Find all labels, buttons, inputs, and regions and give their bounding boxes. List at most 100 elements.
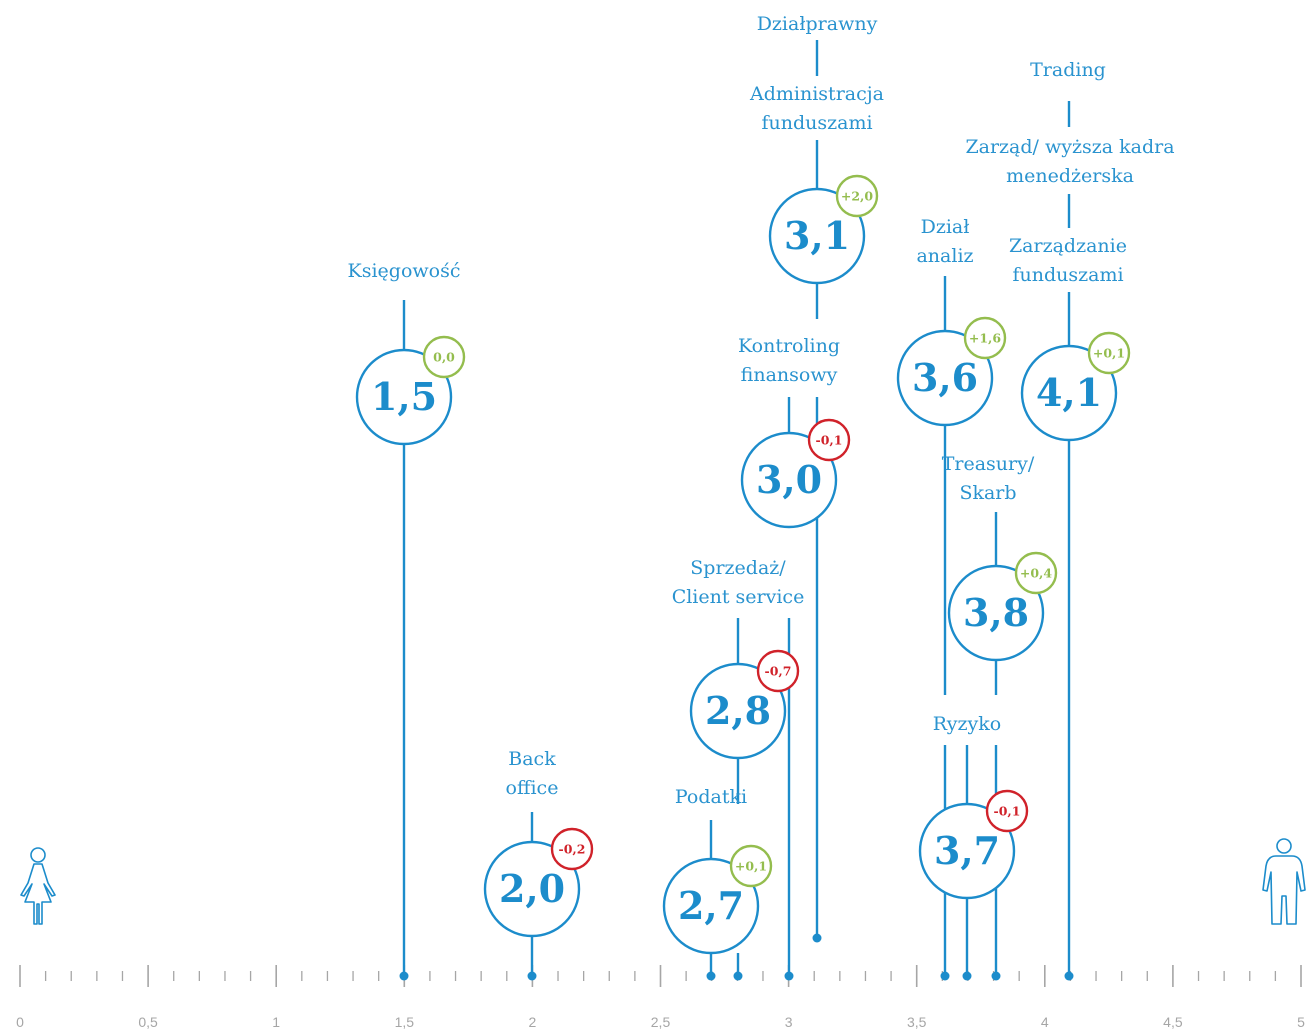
axis-dot: [1064, 971, 1074, 981]
change-badge: [756, 649, 800, 693]
category-label-line: Sprzedaż/: [690, 557, 786, 579]
category-label-line: Client service: [672, 586, 805, 608]
change-label: +1,6: [969, 331, 1002, 346]
category-label-line: funduszami: [1012, 264, 1123, 286]
x-tick-label: 1: [272, 1014, 280, 1030]
axis-dot: [399, 971, 409, 981]
category-label: Kontroling finansowy: [738, 335, 840, 386]
category-label-line: Skarb: [959, 482, 1016, 504]
change-label: 0,0: [433, 350, 455, 365]
change-badge: [550, 827, 594, 871]
bubble-value-label: 3,7: [934, 828, 1000, 873]
change-badge: [963, 316, 1007, 360]
change-badge: [985, 789, 1029, 833]
category-label: Trading: [1030, 59, 1106, 81]
x-axis: 0 0,5 1 1,5 2 2,5 3 3,5 4 4,5 5: [16, 965, 1305, 1030]
change-badge: [1014, 551, 1058, 595]
value-bubble: 1,5 0,0: [355, 335, 466, 446]
x-tick-label: 2,5: [651, 1014, 671, 1030]
category-label-line: office: [506, 777, 559, 799]
x-tick-label: 4: [1041, 1014, 1049, 1030]
value-bubble: 2,7 +0,1: [662, 844, 773, 955]
category-label: Treasury/Skarb: [942, 453, 1035, 504]
category-label-line: finansowy: [741, 364, 838, 386]
bubble-value-label: 1,5: [371, 374, 437, 419]
bubble-circle: [662, 857, 760, 955]
bubble-circle: [740, 431, 838, 529]
x-tick-label: 5: [1297, 1014, 1305, 1030]
change-label: -0,1: [816, 433, 843, 448]
change-label: -0,7: [765, 664, 792, 679]
axis-dots: [399, 933, 1074, 981]
category-label-line: Zarządzanie: [1009, 235, 1127, 257]
change-badge: [729, 844, 773, 888]
category-label-line: Trading: [1030, 59, 1106, 81]
bubble-value-label: 3,6: [912, 355, 978, 400]
x-tick-label: 2: [529, 1014, 537, 1030]
bubble-circle: [947, 564, 1045, 662]
axis-dot: [784, 971, 794, 981]
figure-icons: [20, 838, 1306, 925]
change-label: -0,1: [994, 804, 1021, 819]
bubble-circle: [918, 802, 1016, 900]
bubble-circle: [689, 662, 787, 760]
category-label-line: Zarząd/ wyższa kadra: [965, 136, 1174, 158]
value-bubble: 3,8 +0,4: [947, 551, 1058, 662]
value-bubble: 2,8 -0,7: [689, 649, 800, 760]
bubble-value-label: 4,1: [1036, 370, 1102, 415]
value-bubble: 2,0 -0,2: [483, 827, 594, 938]
bubble-circle: [896, 329, 994, 427]
category-label-line: Kontroling: [738, 335, 840, 357]
bubble-value-label: 3,1: [784, 213, 850, 258]
change-badge: [422, 335, 466, 379]
category-label-line: menedżerska: [1006, 165, 1134, 187]
category-label-line: Ryzyko: [933, 713, 1001, 735]
change-badge: [1087, 331, 1131, 375]
category-label: Dział analiz: [916, 216, 973, 267]
category-label-line: Księgowość: [348, 260, 461, 282]
male-figure-icon: [1262, 838, 1306, 925]
value-bubbles: 1,5 0,0 2,0 -0,2 2,7 +0,1 2,8 -0,7 3,0 -0,1 3,1 +2,…: [355, 174, 1131, 955]
value-bubble: 3,6 +1,6: [896, 316, 1007, 427]
category-label: Ryzyko: [933, 713, 1001, 735]
category-label: Zarządzanie funduszami: [1009, 235, 1127, 286]
value-bubble: 3,1 +2,0: [768, 174, 879, 285]
bubble-value-label: 2,0: [499, 866, 565, 911]
change-label: -0,2: [559, 842, 586, 857]
category-label-line: Treasury/: [942, 453, 1035, 475]
axis-dot: [706, 971, 716, 981]
category-label-line: Działprawny: [757, 13, 878, 35]
category-label: Zarząd/ wyższa kadra menedżerska: [965, 136, 1174, 187]
value-bubble: 3,7 -0,1: [918, 789, 1029, 900]
change-badge: [807, 418, 851, 462]
category-label: Działprawny: [757, 13, 878, 35]
category-label-line: Dział: [921, 216, 970, 238]
bubble-value-label: 2,7: [678, 883, 744, 928]
x-tick-label: 3,5: [907, 1014, 927, 1030]
x-tick-label: 1,5: [395, 1014, 415, 1030]
change-label: +0,1: [1093, 346, 1125, 361]
category-label-line: Administracja: [749, 83, 884, 105]
bubble-value-label: 2,8: [705, 688, 771, 733]
change-label: +0,1: [735, 859, 767, 874]
category-label-line: funduszami: [761, 112, 872, 134]
bubble-circle: [1020, 344, 1118, 442]
change-label: +2,0: [841, 189, 874, 204]
value-bubble: 4,1 +0,1: [1020, 331, 1131, 442]
value-bubble: 3,0 -0,1: [740, 418, 851, 529]
axis-dot: [962, 971, 972, 981]
category-label-line: Podatki: [675, 786, 747, 808]
bubble-circle: [355, 348, 453, 446]
category-label: Księgowość: [348, 260, 461, 282]
stem-end-dot: [812, 933, 822, 943]
category-label-line: analiz: [916, 245, 973, 267]
axis-dot: [940, 971, 950, 981]
x-tick-label: 3: [785, 1014, 793, 1030]
x-tick-label: 0,5: [138, 1014, 158, 1030]
axis-dot: [527, 971, 537, 981]
change-label: +0,4: [1020, 566, 1053, 581]
axis-dot: [733, 971, 743, 981]
category-label: Sprzedaż/Client service: [672, 557, 805, 608]
bubble-circle: [768, 187, 866, 285]
